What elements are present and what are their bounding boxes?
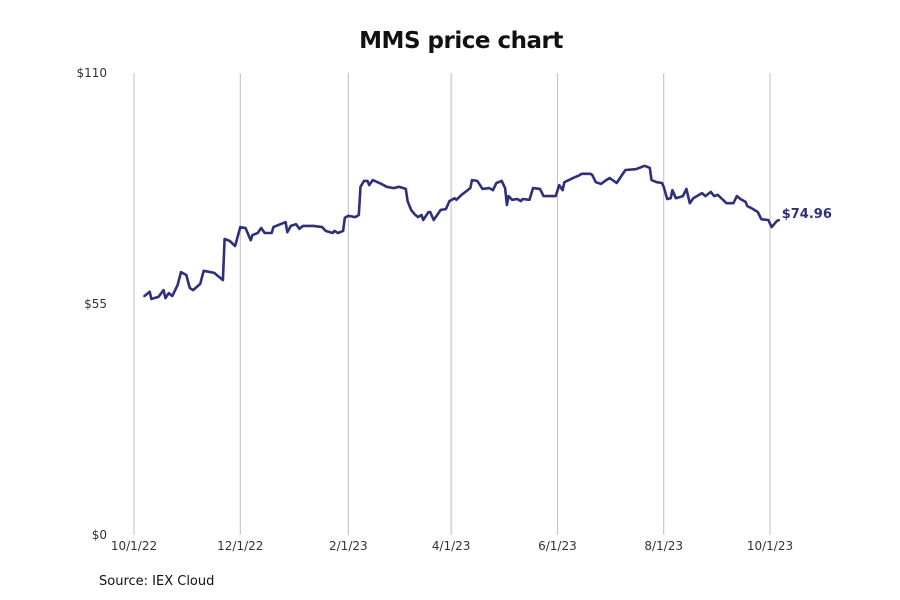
series: $74.96 [143, 164, 832, 301]
x-tick-label: 12/1/22 [217, 539, 263, 553]
chart-title: MMS price chart [359, 28, 563, 54]
y-axis: $0 $55 $110 [76, 66, 107, 542]
y-tick-label: $55 [84, 297, 107, 311]
x-tick-label: 2/1/23 [329, 539, 368, 553]
x-axis: 10/1/22 12/1/22 2/1/23 4/1/23 6/1/23 8/1/23 10… [111, 539, 793, 553]
y-tick-label: $110 [76, 66, 107, 80]
x-tick-label: 4/1/23 [432, 539, 471, 553]
x-tick-label: 8/1/23 [644, 539, 683, 553]
x-tick-label: 10/1/23 [747, 539, 793, 553]
x-tick-label: 10/1/22 [111, 539, 157, 553]
last-price-label: $74.96 [782, 207, 832, 222]
price-line [143, 164, 781, 301]
source-note: Source: IEX Cloud [99, 574, 215, 589]
x-tick-label: 6/1/23 [538, 539, 577, 553]
gridlines [133, 73, 771, 535]
y-tick-label: $0 [92, 528, 107, 542]
